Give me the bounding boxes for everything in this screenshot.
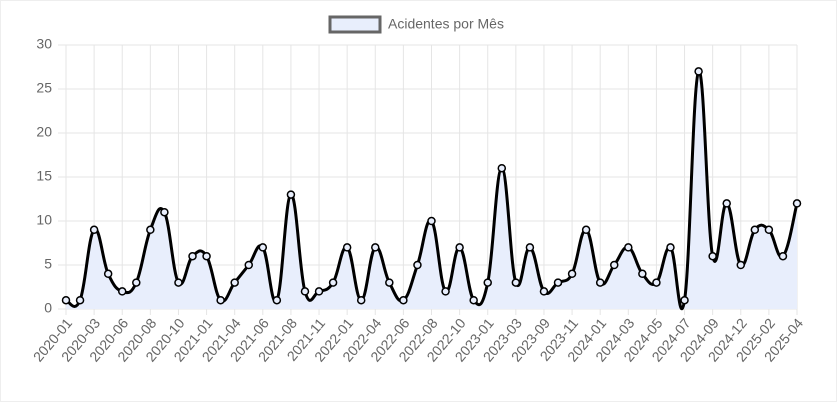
- point: [117, 287, 127, 296]
- point: [89, 225, 99, 235]
- point: [595, 278, 605, 287]
- point: [61, 295, 71, 305]
- point: [371, 243, 380, 252]
- y-tick-label: 5: [44, 256, 52, 272]
- point: [202, 251, 211, 261]
- point: [610, 260, 619, 270]
- point: [356, 295, 366, 305]
- point: [427, 216, 436, 226]
- point: [258, 243, 268, 252]
- y-tick-label: 20: [36, 124, 52, 140]
- y-tick-label: 30: [36, 36, 52, 52]
- point: [511, 278, 521, 287]
- point: [652, 278, 661, 287]
- point: [385, 278, 394, 287]
- point: [666, 243, 675, 252]
- point: [399, 295, 408, 305]
- point: [103, 269, 113, 279]
- point: [342, 243, 352, 252]
- point: [778, 251, 788, 261]
- point: [539, 287, 549, 296]
- point: [75, 295, 85, 305]
- point: [638, 269, 647, 279]
- y-tick-label: 15: [36, 168, 52, 184]
- point: [160, 207, 169, 217]
- point: [188, 251, 197, 261]
- point: [792, 199, 802, 208]
- point: [694, 67, 703, 76]
- point: [132, 278, 141, 287]
- point: [624, 243, 633, 252]
- point: [722, 199, 731, 208]
- point: [750, 225, 760, 235]
- point: [286, 190, 296, 199]
- point: [736, 260, 746, 270]
- point: [708, 251, 717, 261]
- point: [300, 287, 310, 296]
- point: [272, 295, 282, 305]
- point: [314, 287, 324, 296]
- point: [497, 163, 507, 173]
- point: [483, 278, 492, 287]
- point: [581, 225, 591, 235]
- point: [525, 243, 535, 252]
- point: [680, 295, 689, 305]
- y-tick-label: 25: [36, 80, 52, 96]
- point: [455, 243, 464, 252]
- point: [441, 287, 450, 296]
- legend-label: Acidentes por Mês: [388, 16, 504, 32]
- point: [553, 278, 563, 287]
- point: [146, 225, 155, 235]
- point: [174, 278, 183, 287]
- point: [328, 278, 338, 287]
- point: [230, 278, 239, 287]
- point: [244, 260, 253, 270]
- point: [216, 295, 225, 305]
- y-tick-label: 0: [44, 300, 52, 316]
- y-tick-label: 10: [36, 212, 52, 228]
- legend-swatch: [328, 15, 382, 34]
- point: [567, 269, 577, 279]
- point: [413, 260, 422, 270]
- point: [764, 225, 774, 235]
- point: [469, 295, 478, 305]
